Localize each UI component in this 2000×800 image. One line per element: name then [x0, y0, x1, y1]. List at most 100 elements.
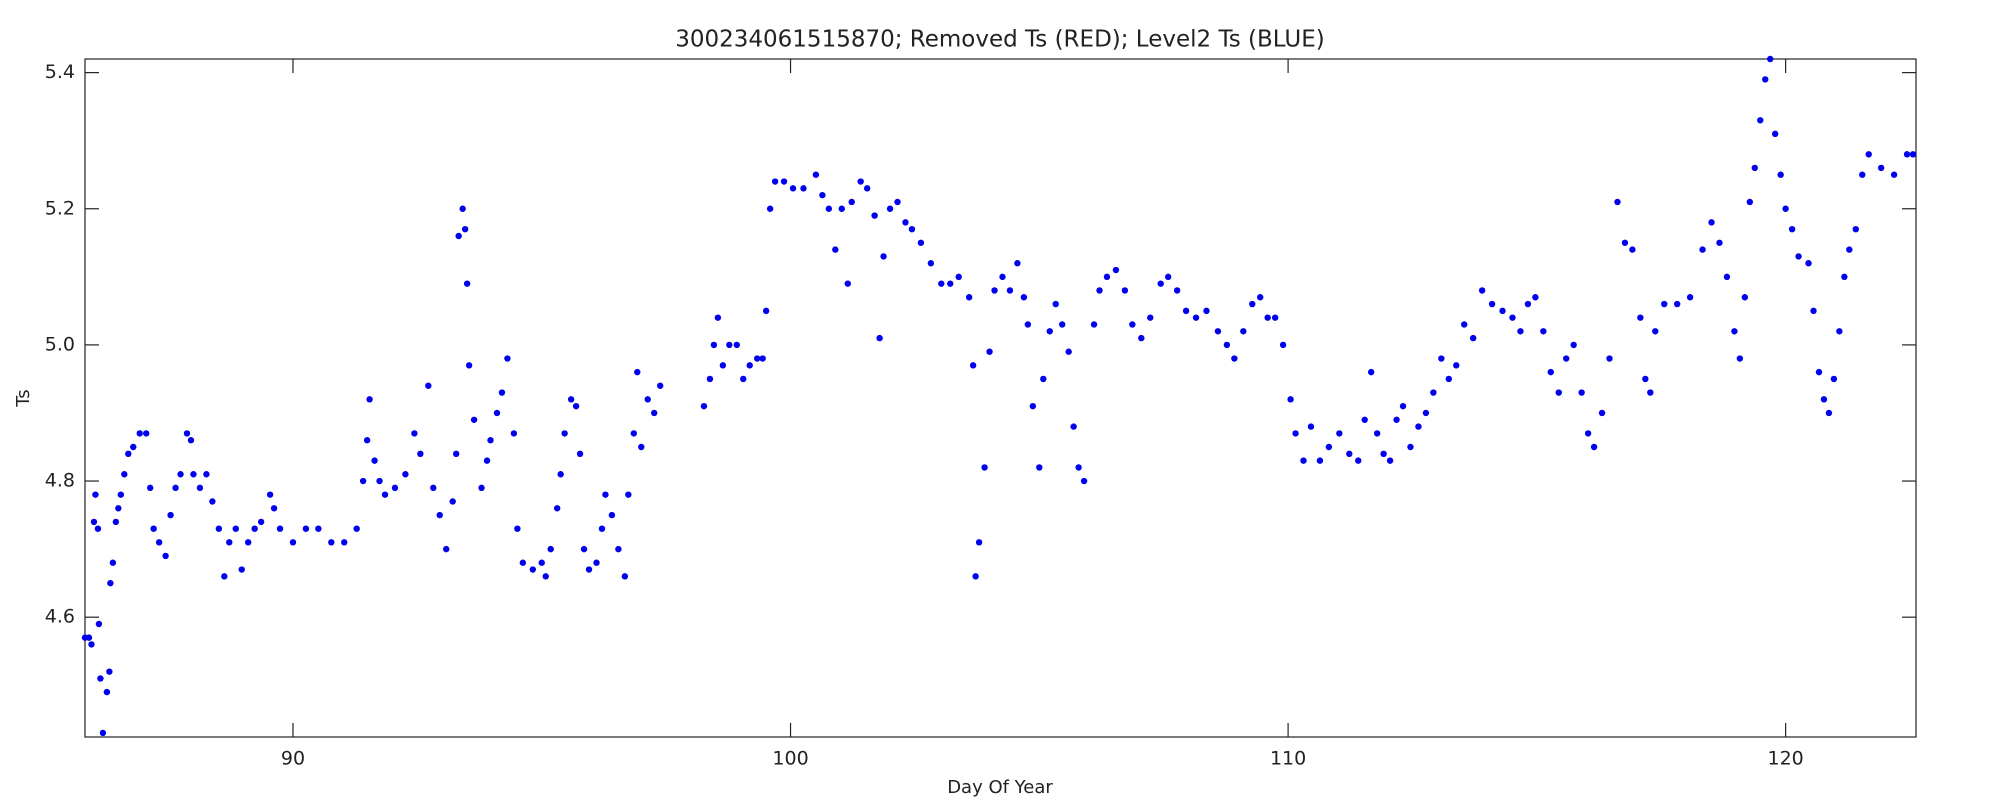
data-point: [1121, 287, 1129, 294]
data-point: [902, 219, 909, 226]
data-point: [478, 484, 485, 492]
y-tick-label: 4.8: [45, 470, 75, 492]
data-point: [766, 205, 774, 212]
data-point: [99, 729, 107, 737]
data-point: [969, 362, 977, 369]
data-point: [593, 559, 600, 566]
data-point: [276, 525, 284, 532]
data-point: [719, 362, 727, 369]
data-point: [848, 198, 855, 206]
data-point: [1386, 457, 1394, 464]
data-point: [510, 430, 518, 437]
data-point: [95, 620, 103, 628]
data-point: [1524, 300, 1532, 308]
data-point: [986, 348, 993, 355]
data-point: [498, 389, 506, 396]
data-point: [341, 539, 348, 546]
data-point: [553, 505, 561, 512]
data-point: [857, 178, 864, 185]
data-point: [542, 573, 549, 580]
data-point: [634, 368, 641, 376]
data-point: [1399, 402, 1407, 410]
data-point: [871, 212, 878, 219]
data-point: [1836, 328, 1843, 335]
data-point: [443, 545, 450, 553]
data-point: [1890, 171, 1898, 178]
data-point: [1147, 314, 1154, 321]
data-point: [832, 246, 839, 253]
data-point: [1795, 253, 1802, 260]
data-point: [1825, 409, 1833, 417]
data-point: [975, 539, 983, 546]
data-point: [1325, 443, 1333, 451]
data-point: [136, 430, 143, 437]
data-point: [1173, 287, 1181, 294]
data-point: [1731, 328, 1738, 335]
data-point: [1859, 171, 1866, 178]
data-point: [1686, 294, 1694, 301]
data-point: [1716, 239, 1723, 246]
data-point: [917, 239, 925, 246]
data-point: [1430, 389, 1437, 396]
data-point: [257, 518, 265, 526]
data-point: [1699, 246, 1706, 253]
data-point: [608, 511, 616, 519]
data-point: [461, 225, 469, 233]
data-point: [759, 355, 766, 362]
data-point: [203, 471, 210, 478]
x-tick-label: 90: [281, 748, 305, 770]
data-point: [1070, 423, 1077, 430]
data-point: [1736, 355, 1744, 362]
data-point: [1024, 321, 1032, 328]
data-point: [1138, 334, 1145, 342]
data-point: [1830, 375, 1838, 383]
data-point: [90, 518, 98, 526]
data-point: [1909, 151, 1917, 158]
data-point: [706, 375, 714, 383]
data-point: [1877, 164, 1885, 172]
data-point: [1438, 355, 1445, 362]
x-tick-label: 100: [772, 748, 808, 770]
data-point: [580, 545, 588, 553]
data-point: [1903, 151, 1911, 158]
data-point: [112, 518, 120, 526]
data-point: [1058, 321, 1066, 328]
data-point: [1231, 355, 1238, 362]
data-point: [1642, 375, 1649, 383]
data-point: [1336, 430, 1343, 437]
data-point: [465, 362, 473, 369]
data-point: [455, 232, 462, 240]
data-point: [363, 437, 371, 444]
data-point: [1865, 151, 1872, 158]
data-point: [561, 430, 568, 437]
data-point: [1257, 294, 1264, 301]
data-point: [1555, 389, 1562, 396]
data-point: [1621, 239, 1629, 246]
data-point: [88, 641, 95, 648]
data-point: [244, 539, 252, 546]
data-point: [1606, 355, 1613, 362]
data-point: [844, 280, 851, 287]
data-point: [1846, 246, 1853, 253]
data-point: [1029, 402, 1037, 410]
data-point: [232, 525, 239, 532]
data-point: [1287, 396, 1294, 403]
data-point: [585, 566, 593, 573]
data-point: [1841, 273, 1848, 281]
data-point: [819, 191, 826, 199]
data-point: [1478, 287, 1486, 294]
data-point: [1453, 362, 1460, 369]
data-point: [651, 409, 658, 417]
data-point: [470, 416, 478, 423]
data-point: [1509, 314, 1516, 321]
data-point: [183, 430, 191, 437]
data-point: [1192, 314, 1200, 321]
data-point: [215, 525, 223, 532]
data-point: [1040, 375, 1047, 383]
data-point: [1407, 443, 1414, 451]
data-point: [430, 484, 437, 492]
data-point: [449, 498, 456, 505]
data-point: [266, 491, 274, 498]
data-point: [402, 471, 409, 478]
